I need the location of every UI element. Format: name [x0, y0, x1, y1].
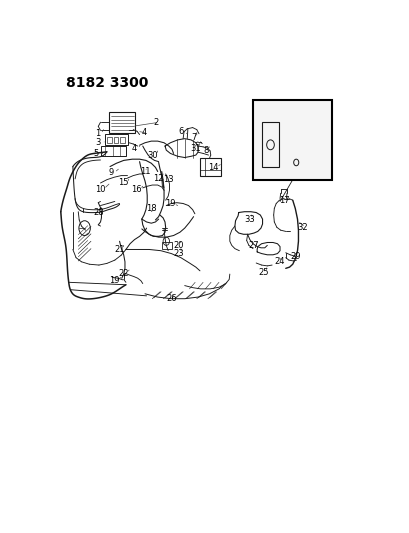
Bar [252, 100, 332, 180]
Bar [104, 134, 128, 145]
Text: 31: 31 [190, 143, 201, 152]
Text: 19: 19 [109, 276, 120, 285]
Bar [109, 111, 135, 133]
Text: 8182 3300: 8182 3300 [65, 76, 148, 90]
Text: 19: 19 [165, 199, 175, 208]
Bar [261, 122, 279, 167]
Text: 13: 13 [162, 175, 173, 184]
Text: 6: 6 [178, 127, 183, 136]
Text: 33: 33 [244, 215, 254, 224]
Text: 21: 21 [114, 245, 124, 254]
Bar [200, 158, 220, 175]
Text: 4: 4 [132, 144, 137, 154]
Text: 7: 7 [191, 133, 196, 142]
Bar [113, 137, 118, 143]
Bar [107, 137, 112, 143]
Text: 26: 26 [166, 294, 176, 303]
Text: 11: 11 [139, 167, 150, 176]
Text: 22: 22 [118, 269, 129, 278]
Text: 25: 25 [258, 268, 268, 277]
Text: 4: 4 [141, 128, 146, 138]
Text: 14: 14 [207, 163, 218, 172]
Bar [162, 242, 172, 249]
Text: 17: 17 [279, 196, 290, 205]
Text: 29: 29 [289, 252, 300, 261]
Text: 3: 3 [95, 138, 101, 147]
Text: 2: 2 [153, 118, 158, 127]
Text: 32: 32 [296, 223, 307, 232]
Text: 12: 12 [153, 174, 164, 183]
Text: 30: 30 [147, 150, 158, 159]
Bar [100, 147, 126, 156]
Text: 8: 8 [203, 146, 209, 155]
Text: 5: 5 [93, 149, 98, 158]
Text: 23: 23 [173, 249, 183, 258]
Text: 10: 10 [95, 184, 106, 193]
Bar [119, 137, 124, 143]
Text: 18: 18 [146, 204, 156, 213]
Text: 16: 16 [131, 184, 142, 193]
Text: 20: 20 [173, 241, 183, 250]
Text: 28: 28 [93, 208, 103, 217]
Text: 1: 1 [94, 129, 100, 138]
Text: 15: 15 [118, 179, 129, 188]
Text: 27: 27 [248, 241, 258, 250]
Text: 34: 34 [314, 171, 324, 180]
Text: 24: 24 [274, 257, 284, 266]
Text: 9: 9 [108, 168, 113, 177]
